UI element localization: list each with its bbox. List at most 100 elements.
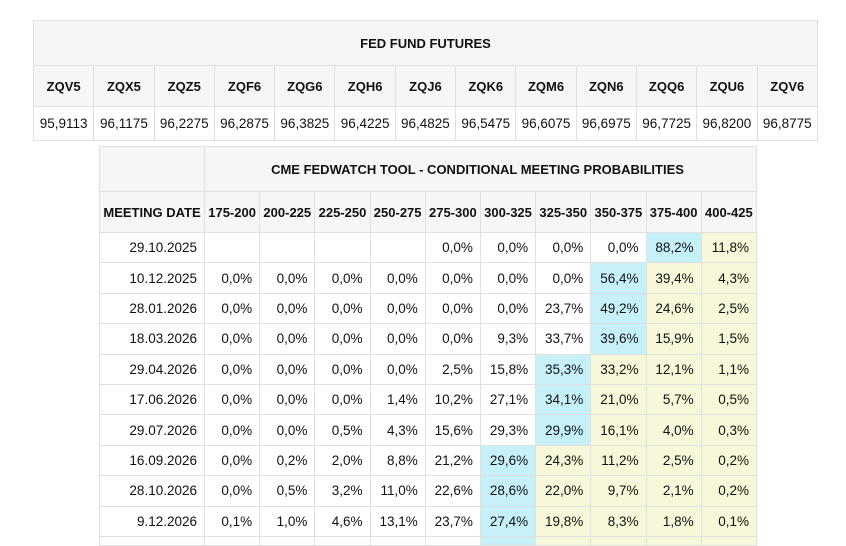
probability-cell: 0,0% [203, 383, 261, 416]
probability-cell: 88,2% [645, 231, 702, 264]
futures-price-cell: 96,6975 [575, 106, 637, 141]
meeting-date-cell [99, 535, 205, 546]
probability-cell [535, 535, 592, 546]
fedwatch-row: 29.10.2025 0,0% 0,0% 0,0% 0,0% 88,2% 11,8% [99, 231, 758, 264]
probability-cell: 0,0% [203, 292, 261, 325]
probability-cell: 0,3% [700, 414, 758, 446]
rate-range-header: 250-275 [369, 191, 426, 233]
probability-cell: 0,1% [700, 505, 758, 537]
probability-cell: 0,0% [259, 353, 316, 385]
probability-cell: 0,1% [203, 505, 261, 537]
fedwatch-corner-cell [99, 146, 205, 192]
futures-col-header: ZQG6 [274, 65, 336, 107]
probability-cell [424, 535, 481, 546]
probability-cell: 0,5% [700, 383, 758, 416]
probability-cell: 29,9% [535, 414, 592, 446]
probability-cell: 19,8% [535, 505, 592, 537]
meeting-date-cell: 18.03.2026 [99, 323, 205, 355]
fedwatch-header-row: MEETING DATE 175-200 200-225 225-250 250-275… [99, 191, 758, 233]
probability-cell: 23,7% [535, 292, 592, 325]
probability-cell: 0,2% [700, 444, 758, 477]
probability-cell: 0,0% [259, 262, 316, 294]
probability-cell [259, 535, 316, 546]
fedwatch-title-row: CME FEDWATCH TOOL - CONDITIONAL MEETING … [99, 146, 757, 192]
probability-cell: 0,0% [203, 353, 261, 385]
probability-cell: 1,4% [369, 383, 426, 416]
futures-header-row: ZQV5 ZQX5 ZQZ5 ZQF6 ZQG6 ZQH6 ZQJ6 ZQK6 ZQM6 ZQN6… [32, 65, 819, 107]
futures-col-header: ZQN6 [575, 65, 637, 107]
fedwatch-row: 16.09.2026 0,0% 0,2% 2,0% 8,8% 21,2% 29,6% 24,3… [99, 444, 758, 477]
probability-cell [645, 535, 702, 546]
fedwatch-table: CME FEDWATCH TOOL - CONDITIONAL MEETING … [99, 146, 758, 546]
probability-cell: 39,6% [590, 323, 647, 355]
probability-cell: 21,0% [590, 383, 647, 416]
futures-col-header: ZQJ6 [394, 65, 457, 107]
fedwatch-row: 9.12.2026 0,1% 1,0% 4,6% 13,1% 23,7% 27,4% 19,8… [99, 505, 758, 537]
probability-cell: 2,5% [645, 444, 702, 477]
probability-cell: 0,0% [259, 414, 316, 446]
probability-cell [203, 231, 261, 264]
probability-cell: 11,2% [590, 444, 647, 477]
probability-cell: 22,0% [535, 475, 592, 507]
futures-price-cell: 96,5475 [455, 106, 517, 141]
probability-cell [314, 535, 371, 546]
probability-cell: 39,4% [645, 262, 702, 294]
futures-price-cell: 96,8775 [756, 106, 819, 141]
probability-cell: 9,7% [590, 475, 647, 507]
rate-range-header: 350-375 [590, 191, 647, 233]
rate-range-header: 175-200 [203, 191, 261, 233]
probability-cell: 29,3% [479, 414, 537, 446]
probability-cell: 8,3% [590, 505, 647, 537]
probability-cell: 27,4% [479, 505, 537, 537]
probability-cell: 0,0% [479, 262, 537, 294]
probability-cell: 0,0% [535, 262, 592, 294]
futures-col-header: ZQM6 [515, 65, 577, 107]
probability-cell: 5,7% [645, 383, 702, 416]
probability-cell: 0,0% [203, 414, 261, 446]
probability-cell: 0,0% [203, 262, 261, 294]
probability-cell: 11,0% [369, 475, 426, 507]
futures-title: FED FUND FUTURES [33, 20, 818, 66]
meeting-date-cell: 29.07.2026 [99, 414, 205, 446]
probability-cell [369, 231, 426, 264]
rate-range-header: 400-425 [700, 191, 758, 233]
probability-cell: 22,6% [424, 475, 481, 507]
probability-cell: 0,0% [369, 292, 426, 325]
probability-cell [369, 535, 426, 546]
fedwatch-row: 29.04.2026 0,0% 0,0% 0,0% 0,0% 2,5% 15,8% 35,3%… [99, 353, 758, 385]
probability-cell: 0,0% [479, 292, 537, 325]
meeting-date-cell: 29.04.2026 [99, 353, 205, 385]
probability-cell: 0,0% [424, 231, 481, 264]
probability-cell: 2,5% [700, 292, 758, 325]
probability-cell: 0,0% [479, 231, 537, 264]
probability-cell: 0,0% [203, 323, 261, 355]
futures-price-cell: 96,2875 [213, 106, 276, 141]
fedwatch-title: CME FEDWATCH TOOL - CONDITIONAL MEETING … [204, 146, 757, 192]
probability-cell: 49,2% [590, 292, 647, 325]
probability-cell: 15,6% [424, 414, 481, 446]
meeting-date-cell: 9.12.2026 [99, 505, 205, 537]
probability-cell: 0,5% [314, 414, 371, 446]
futures-price-cell: 96,6075 [515, 106, 577, 141]
probability-cell: 23,7% [424, 505, 481, 537]
probability-cell: 35,3% [535, 353, 592, 385]
fedwatch-partial-row [99, 535, 758, 546]
rate-range-header: 225-250 [314, 191, 371, 233]
probability-cell: 29,6% [479, 444, 537, 477]
rate-range-header: 325-350 [535, 191, 592, 233]
probability-cell: 0,0% [314, 323, 371, 355]
probability-cell: 12,1% [645, 353, 702, 385]
fedwatch-row: 28.01.2026 0,0% 0,0% 0,0% 0,0% 0,0% 0,0% 23,7% 4… [99, 292, 758, 325]
probability-cell: 0,0% [314, 383, 371, 416]
futures-col-header: ZQH6 [334, 65, 396, 107]
futures-title-row: FED FUND FUTURES [33, 20, 818, 66]
futures-col-header: ZQV5 [32, 65, 95, 107]
futures-col-header: ZQX5 [93, 65, 155, 107]
meeting-date-cell: 29.10.2025 [99, 231, 205, 264]
probability-cell: 3,2% [314, 475, 371, 507]
probability-cell: 0,0% [259, 323, 316, 355]
probability-cell: 0,0% [314, 353, 371, 385]
futures-col-header: ZQU6 [696, 65, 758, 107]
probability-cell: 4,3% [700, 262, 758, 294]
meeting-date-cell: 17.06.2026 [99, 383, 205, 416]
